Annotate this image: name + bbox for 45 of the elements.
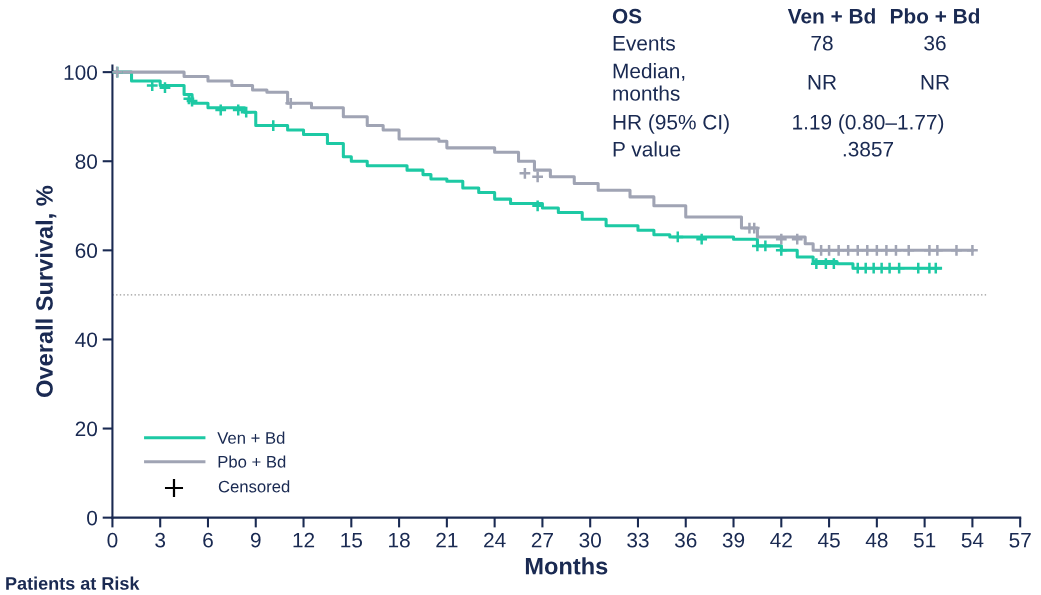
x-tick-label: 30	[579, 532, 601, 548]
x-tick-label: 24	[484, 532, 506, 548]
y-tick-label: 40	[75, 332, 98, 348]
y-tick-label: 80	[75, 154, 98, 169]
y-tick-label: 0	[87, 510, 98, 526]
x-tick-label: 15	[341, 533, 363, 548]
x-tick-label: 36	[674, 532, 697, 548]
y-tick-label: 20	[75, 421, 98, 437]
legend-label: Ven + Bd	[217, 431, 285, 444]
annotation: NR	[808, 75, 837, 90]
legend-label: Pbo + Bd	[218, 455, 286, 468]
y-axis-title: Overall Survival, %	[35, 185, 57, 397]
x-tick-label: 54	[961, 533, 984, 548]
x-tick-label: 33	[627, 532, 649, 548]
x-tick-label: 57	[1009, 533, 1031, 548]
x-tick-label: 27	[531, 532, 553, 548]
x-tick-label: 9	[250, 532, 261, 548]
x-axis-title: Months	[525, 557, 608, 575]
x-tick-label: 0	[107, 532, 118, 548]
x-tick-label: 48	[865, 532, 888, 548]
x-tick-label: 39	[722, 532, 745, 548]
text: 36	[924, 35, 946, 51]
x-tick-label: 6	[203, 532, 213, 548]
y-tick-label: 100	[64, 65, 98, 80]
x-tick-label: 51	[913, 533, 936, 548]
y-tick-label: 60	[75, 243, 98, 259]
x-tick-label: 18	[389, 532, 410, 548]
text: 78	[811, 35, 833, 51]
text: Events	[613, 36, 675, 51]
annotation: P value	[613, 141, 681, 157]
annotation: .3857	[843, 141, 894, 157]
text: Pbo + Bd	[890, 8, 980, 24]
annotation: Median, months	[613, 63, 685, 101]
annotation: NR	[921, 75, 950, 90]
annotation: HR (95% CI)	[613, 114, 729, 134]
text: Ven + Bd	[787, 8, 875, 24]
x-tick-label: 45	[817, 533, 840, 548]
x-tick-label: 3	[155, 532, 166, 548]
annotation: Censored	[218, 480, 290, 493]
x-tick-label: 21	[436, 532, 458, 548]
annotation: 1.19 (0.80–1.77)	[793, 114, 944, 134]
text: Patients at Risk	[6, 576, 140, 590]
x-tick-label: 12	[293, 532, 315, 548]
x-tick-label: 42	[770, 532, 792, 548]
text: OS	[612, 8, 642, 24]
